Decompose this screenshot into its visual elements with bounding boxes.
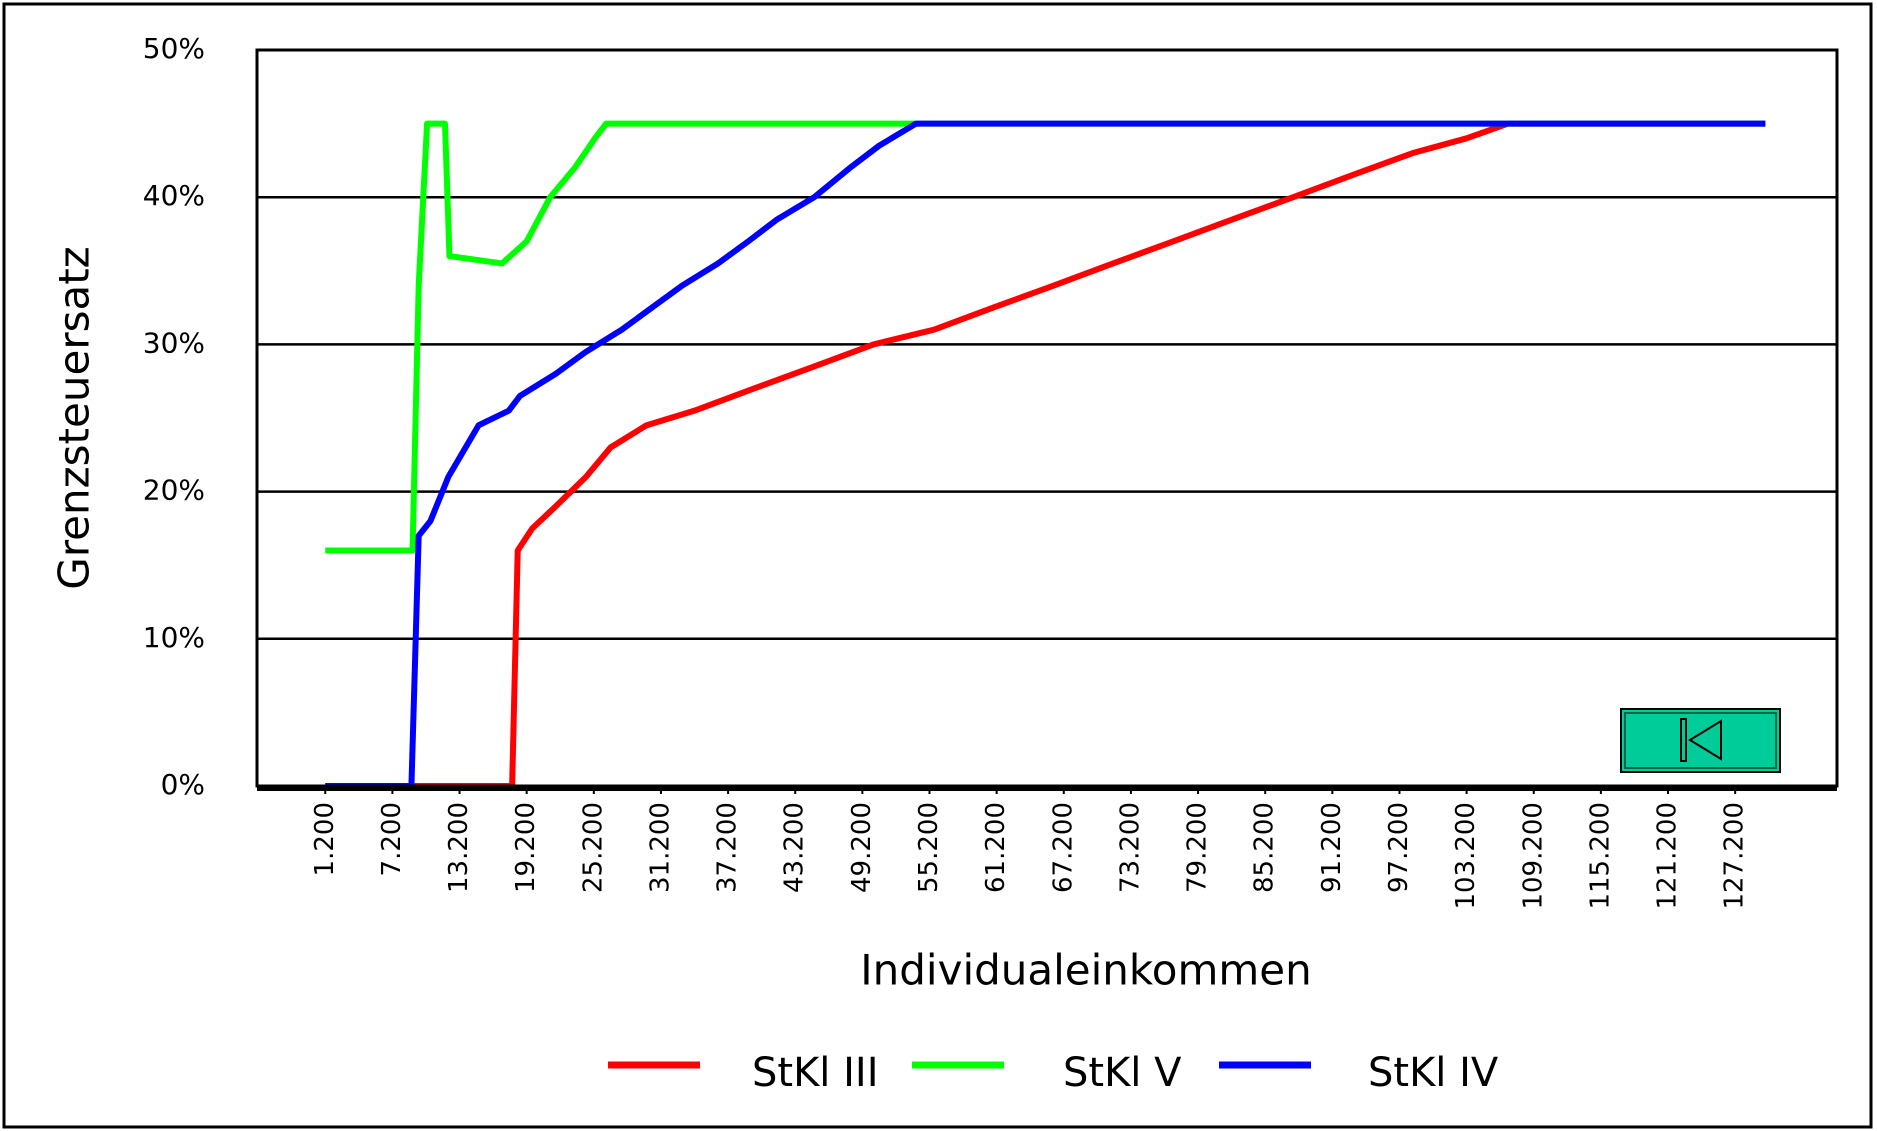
legend-label: StKl V [1063,1050,1182,1096]
x-tick-label: 19.200 [511,802,541,893]
x-axis-title: Individualeinkommen [860,946,1311,995]
nav-button[interactable] [1620,708,1781,773]
series-line [325,120,1766,789]
x-tick-label: 85.200 [1250,802,1280,893]
x-tick-label: 55.200 [914,802,944,893]
y-axis-title: Grenzsteuersatz [50,246,99,589]
x-tick-label: 49.200 [847,802,877,893]
x-tick-label: 31.200 [645,802,675,893]
x-tick-label: 97.200 [1384,802,1414,893]
button-bevel [1624,712,1777,769]
y-tick-label: 0% [161,768,205,801]
x-tick-label: 73.200 [1115,802,1145,893]
x-tick-label: 127.200 [1720,802,1750,910]
x-tick-label: 13.200 [444,802,474,893]
lines [325,120,1766,789]
x-tick-label: 91.200 [1317,802,1347,893]
y-tick-label: 50% [143,32,205,65]
x-tick-label: 37.200 [713,802,743,893]
x-tick-label: 61.200 [981,802,1011,893]
x-tick-label: 7.200 [377,802,407,876]
x-tick-label: 103.200 [1451,802,1481,910]
y-tick-label: 40% [143,179,205,212]
button-face[interactable] [1620,708,1781,773]
x-tick-label: 43.200 [780,802,810,893]
y-tick-label: 10% [143,621,205,654]
button-icon-arrow [1688,719,1722,761]
legend-label: StKl IV [1368,1050,1499,1096]
series-line [325,120,1766,554]
x-tick-label: 79.200 [1183,802,1213,893]
x-tick-label: 115.200 [1585,802,1615,910]
y-tick-label: 20% [143,474,205,507]
x-tick-label: 109.200 [1518,802,1548,910]
x-tick-label: 25.200 [578,802,608,893]
legend-label: StKl III [752,1050,879,1096]
y-tick-label: 30% [143,326,205,359]
x-tick-label: 67.200 [1048,802,1078,893]
plot-frame [255,48,1839,788]
x-tick-label: 1.200 [310,802,340,876]
button-icon-bar [1680,718,1687,762]
series-line [325,120,1766,789]
x-tick-label: 121.200 [1653,802,1683,910]
